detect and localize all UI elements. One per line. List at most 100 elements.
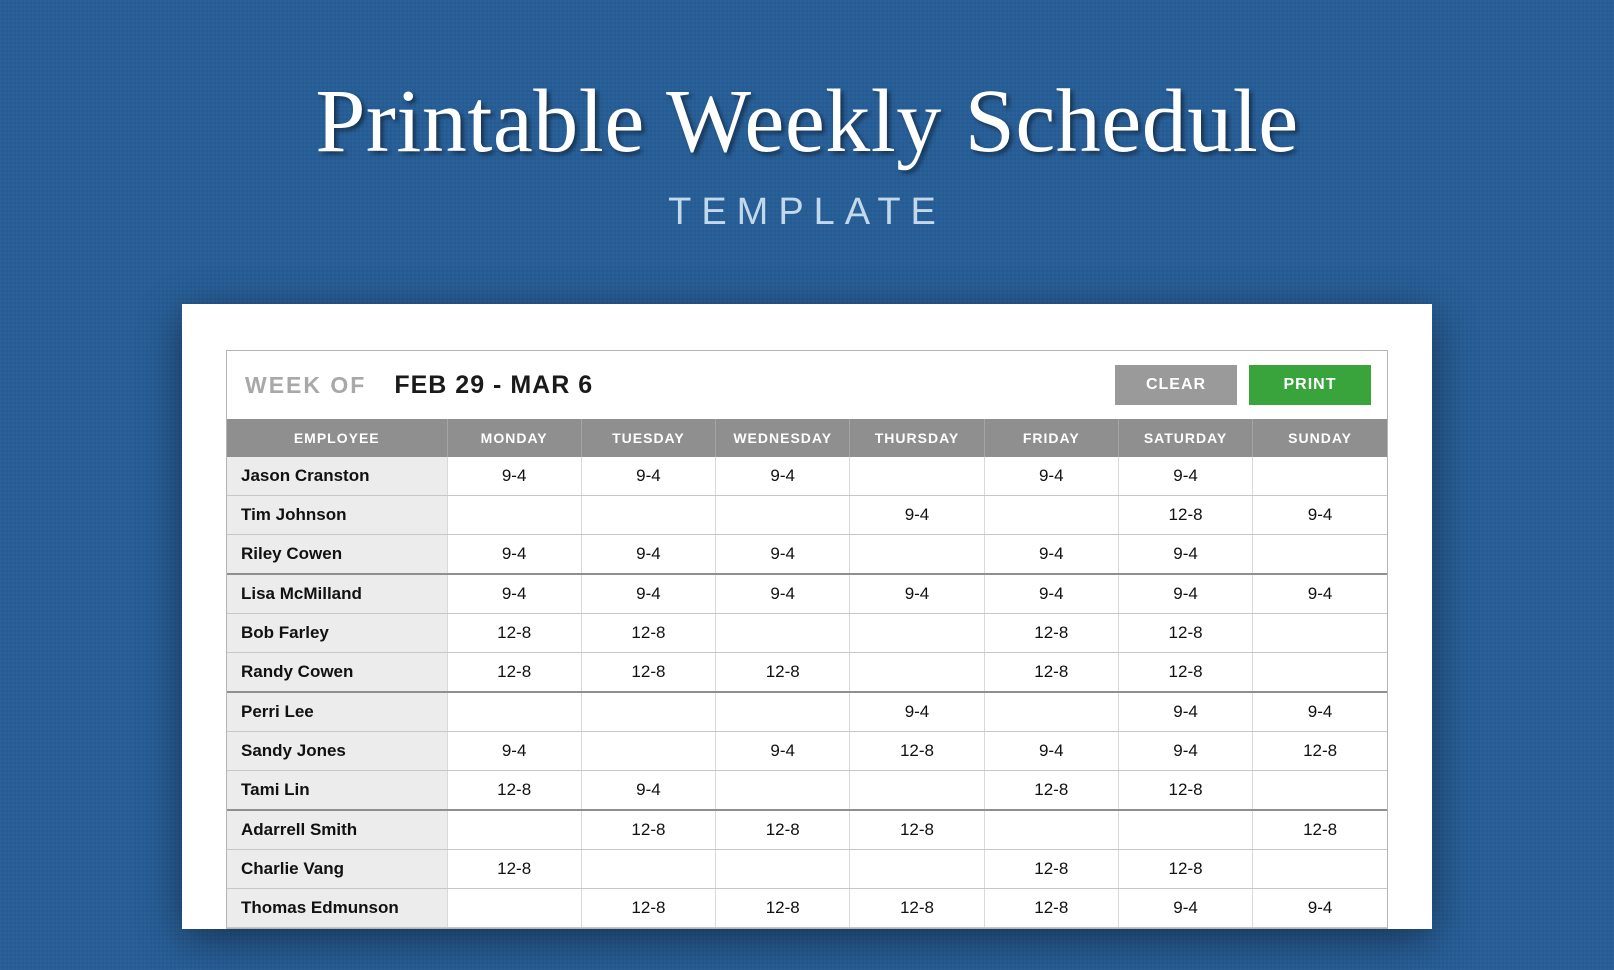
shift-cell[interactable]: 12-8 — [581, 653, 715, 693]
shift-cell[interactable] — [984, 496, 1118, 535]
shift-cell[interactable] — [850, 614, 984, 653]
shift-cell[interactable] — [850, 850, 984, 889]
col-header-saturday: SATURDAY — [1118, 419, 1252, 457]
shift-cell[interactable] — [1253, 457, 1387, 496]
shift-cell[interactable]: 12-8 — [447, 653, 581, 693]
table-row: Adarrell Smith12-812-812-812-8 — [227, 810, 1387, 850]
shift-cell[interactable]: 12-8 — [850, 889, 984, 928]
shift-cell[interactable] — [581, 496, 715, 535]
table-row: Bob Farley12-812-812-812-8 — [227, 614, 1387, 653]
shift-cell[interactable]: 9-4 — [716, 732, 850, 771]
shift-cell[interactable]: 9-4 — [1253, 889, 1387, 928]
shift-cell[interactable] — [1253, 653, 1387, 693]
shift-cell[interactable]: 9-4 — [447, 535, 581, 575]
shift-cell[interactable] — [1253, 850, 1387, 889]
shift-cell[interactable]: 9-4 — [1118, 889, 1252, 928]
shift-cell[interactable]: 9-4 — [1253, 574, 1387, 614]
shift-cell[interactable]: 9-4 — [1253, 496, 1387, 535]
col-header-thursday: THURSDAY — [850, 419, 984, 457]
shift-cell[interactable]: 12-8 — [984, 850, 1118, 889]
shift-cell[interactable]: 9-4 — [850, 574, 984, 614]
shift-cell[interactable]: 9-4 — [984, 574, 1118, 614]
print-button[interactable]: PRINT — [1249, 365, 1371, 405]
shift-cell[interactable]: 12-8 — [716, 810, 850, 850]
shift-cell[interactable]: 12-8 — [850, 810, 984, 850]
shift-cell[interactable]: 12-8 — [1118, 496, 1252, 535]
shift-cell[interactable]: 12-8 — [447, 850, 581, 889]
shift-cell[interactable]: 12-8 — [447, 614, 581, 653]
shift-cell[interactable] — [716, 614, 850, 653]
shift-cell[interactable]: 12-8 — [984, 614, 1118, 653]
shift-cell[interactable]: 12-8 — [581, 889, 715, 928]
shift-cell[interactable] — [850, 457, 984, 496]
shift-cell[interactable] — [447, 810, 581, 850]
shift-cell[interactable]: 9-4 — [1118, 692, 1252, 732]
shift-cell[interactable] — [581, 732, 715, 771]
schedule-toolbar: WEEK OF FEB 29 - MAR 6 CLEAR PRINT — [227, 351, 1387, 419]
schedule-sheet-inner: WEEK OF FEB 29 - MAR 6 CLEAR PRINT EMPLO… — [226, 350, 1388, 929]
shift-cell[interactable]: 9-4 — [984, 535, 1118, 575]
shift-cell[interactable]: 9-4 — [447, 457, 581, 496]
shift-cell[interactable] — [716, 771, 850, 811]
shift-cell[interactable]: 12-8 — [1253, 810, 1387, 850]
shift-cell[interactable]: 12-8 — [447, 771, 581, 811]
shift-cell[interactable] — [850, 771, 984, 811]
shift-cell[interactable] — [581, 692, 715, 732]
shift-cell[interactable] — [850, 653, 984, 693]
shift-cell[interactable] — [716, 496, 850, 535]
shift-cell[interactable]: 9-4 — [984, 457, 1118, 496]
shift-cell[interactable]: 9-4 — [1118, 732, 1252, 771]
shift-cell[interactable]: 9-4 — [850, 496, 984, 535]
shift-cell[interactable]: 9-4 — [850, 692, 984, 732]
employee-name-cell: Tami Lin — [227, 771, 447, 811]
shift-cell[interactable] — [581, 850, 715, 889]
shift-cell[interactable] — [716, 692, 850, 732]
shift-cell[interactable]: 12-8 — [984, 771, 1118, 811]
shift-cell[interactable] — [716, 850, 850, 889]
shift-cell[interactable] — [984, 692, 1118, 732]
shift-cell[interactable] — [1253, 614, 1387, 653]
shift-cell[interactable]: 12-8 — [581, 810, 715, 850]
table-row: Thomas Edmunson12-812-812-812-89-49-4 — [227, 889, 1387, 928]
shift-cell[interactable]: 12-8 — [581, 614, 715, 653]
shift-cell[interactable]: 12-8 — [716, 653, 850, 693]
shift-cell[interactable]: 9-4 — [1118, 574, 1252, 614]
clear-button[interactable]: CLEAR — [1115, 365, 1237, 405]
table-row: Perri Lee9-49-49-4 — [227, 692, 1387, 732]
shift-cell[interactable] — [1253, 771, 1387, 811]
shift-cell[interactable]: 9-4 — [1118, 535, 1252, 575]
employee-name-cell: Charlie Vang — [227, 850, 447, 889]
week-range-value: FEB 29 - MAR 6 — [394, 371, 593, 400]
shift-cell[interactable]: 12-8 — [716, 889, 850, 928]
shift-cell[interactable]: 9-4 — [1253, 692, 1387, 732]
shift-cell[interactable]: 9-4 — [1118, 457, 1252, 496]
shift-cell[interactable]: 12-8 — [1118, 850, 1252, 889]
shift-cell[interactable]: 9-4 — [716, 535, 850, 575]
shift-cell[interactable] — [1253, 535, 1387, 575]
hero-subtitle: TEMPLATE — [0, 191, 1614, 234]
shift-cell[interactable]: 9-4 — [447, 574, 581, 614]
shift-cell[interactable]: 12-8 — [1118, 653, 1252, 693]
shift-cell[interactable]: 9-4 — [716, 574, 850, 614]
shift-cell[interactable]: 12-8 — [1118, 771, 1252, 811]
shift-cell[interactable]: 12-8 — [850, 732, 984, 771]
shift-cell[interactable]: 9-4 — [581, 771, 715, 811]
shift-cell[interactable]: 12-8 — [1118, 614, 1252, 653]
shift-cell[interactable] — [447, 889, 581, 928]
shift-cell[interactable] — [447, 496, 581, 535]
shift-cell[interactable]: 12-8 — [1253, 732, 1387, 771]
shift-cell[interactable]: 9-4 — [581, 535, 715, 575]
shift-cell[interactable]: 12-8 — [984, 653, 1118, 693]
shift-cell[interactable]: 9-4 — [581, 574, 715, 614]
col-header-employee: EMPLOYEE — [227, 419, 447, 457]
shift-cell[interactable]: 9-4 — [447, 732, 581, 771]
hero-banner: Printable Weekly Schedule TEMPLATE — [0, 0, 1614, 234]
shift-cell[interactable] — [447, 692, 581, 732]
shift-cell[interactable]: 9-4 — [581, 457, 715, 496]
shift-cell[interactable]: 12-8 — [984, 889, 1118, 928]
shift-cell[interactable] — [850, 535, 984, 575]
shift-cell[interactable] — [984, 810, 1118, 850]
shift-cell[interactable]: 9-4 — [984, 732, 1118, 771]
shift-cell[interactable]: 9-4 — [716, 457, 850, 496]
shift-cell[interactable] — [1118, 810, 1252, 850]
